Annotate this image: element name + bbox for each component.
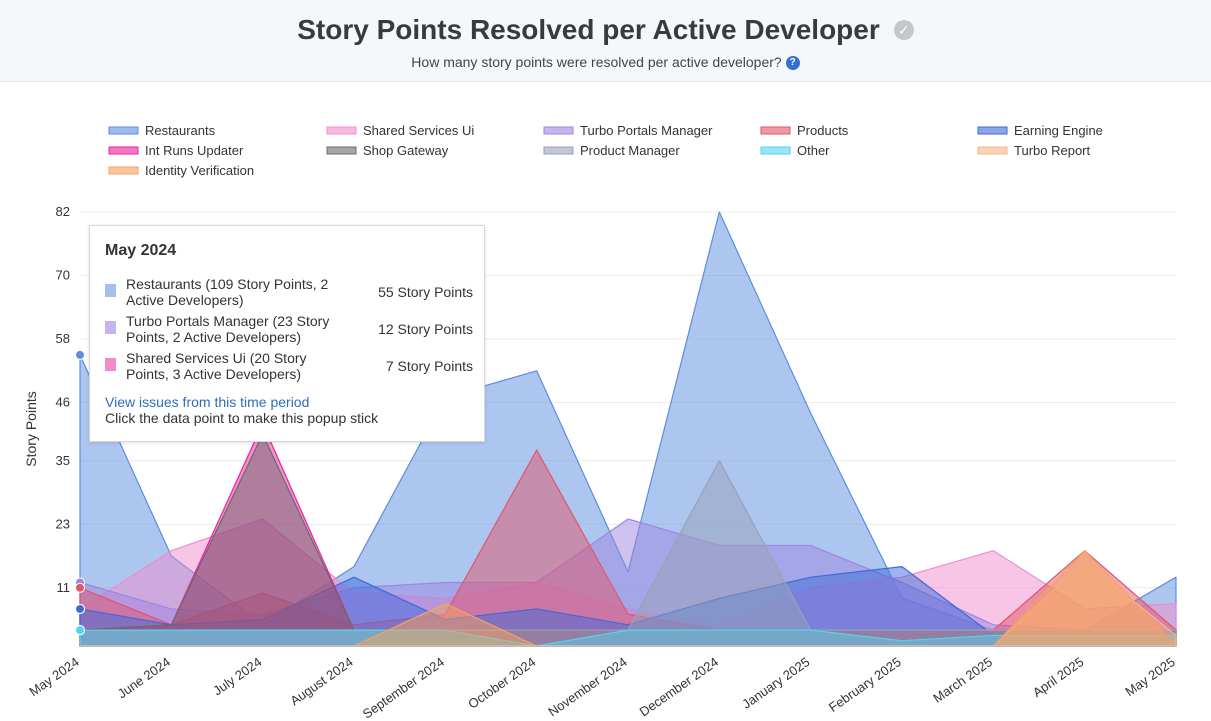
legend-label: Identity Verification: [145, 163, 254, 178]
legend: Restaurants Shared Services Ui Turbo Porta…: [108, 123, 1103, 178]
legend-swatch: [108, 146, 139, 155]
legend-label: Int Runs Updater: [145, 143, 244, 158]
y-tick-label: 23: [56, 516, 70, 531]
chart-header: Story Points Resolved per Active Develop…: [0, 0, 1211, 82]
x-tick-label: April 2025: [1030, 654, 1087, 700]
tooltip-row-value: 55 Story Points: [378, 284, 473, 300]
data-point: [75, 582, 85, 593]
y-tick-label: 58: [56, 331, 70, 346]
tooltip-popup: May 2024 Restaurants (109 Story Points, …: [89, 225, 485, 442]
hover-points: [75, 349, 85, 636]
data-point: [75, 625, 85, 636]
x-tick-label: August 2024: [287, 654, 355, 708]
area-chart: 11 23 35 46 58 70 82 May 2024 June 2024 July 202…: [23, 123, 1178, 721]
legend-label: Shop Gateway: [363, 143, 449, 158]
legend-swatch: [977, 146, 1008, 155]
x-tick-label: November 2024: [545, 654, 629, 719]
tooltip-row-label: Turbo Portals Manager (23 Story Points, …: [126, 313, 330, 345]
tooltip-note: Click the data point to make this popup …: [105, 410, 379, 426]
legend-label: Turbo Report: [1014, 143, 1090, 158]
legend-swatch: [108, 166, 139, 175]
tooltip-swatch: [105, 284, 116, 297]
x-tick-label: February 2025: [826, 654, 904, 715]
chart-title: Story Points Resolved per Active Develop…: [297, 14, 880, 45]
x-tick-label: October 2024: [465, 654, 538, 711]
data-point: [75, 349, 85, 360]
tooltip-swatch: [105, 321, 116, 334]
x-tick-label: June 2024: [115, 654, 173, 701]
legend-label: Other: [797, 143, 830, 158]
x-tick-label: July 2024: [210, 654, 264, 698]
tooltip-swatch: [105, 358, 116, 371]
title-row: Story Points Resolved per Active Develop…: [0, 14, 1211, 46]
legend-swatch: [108, 126, 139, 135]
help-icon[interactable]: ?: [785, 56, 800, 71]
legend-label: Products: [797, 123, 849, 138]
check-circle-icon: ✓: [893, 20, 914, 40]
legend-swatch: [977, 126, 1008, 135]
legend-swatch: [543, 146, 574, 155]
view-issues-link[interactable]: View issues from this time period: [105, 394, 310, 410]
chart-subtitle: How many story points were resolved per …: [411, 54, 782, 70]
series-areas: [79, 211, 1177, 647]
y-tick-label: 11: [57, 580, 71, 595]
x-tick-label: May 2024: [26, 654, 81, 699]
x-tick-label: January 2025: [739, 654, 812, 711]
subtitle-row: How many story points were resolved per …: [0, 54, 1211, 71]
legend-swatch: [543, 126, 574, 135]
legend-swatch: [326, 126, 357, 135]
tooltip-row-value: 7 Story Points: [385, 358, 473, 374]
x-tick-label: March 2025: [930, 654, 995, 706]
tooltip-row-label: Restaurants (109 Story Points, 2 Active …: [126, 276, 329, 308]
x-axis: May 2024 June 2024 July 2024 August 2024 Sep…: [26, 645, 1178, 721]
tooltip-row-value: 12 Story Points: [378, 321, 473, 337]
x-tick-label: September 2024: [360, 654, 447, 721]
tooltip-row-label: Shared Services Ui (20 Story Points, 3 A…: [126, 350, 307, 382]
data-point: [75, 603, 85, 614]
x-tick-label: May 2025: [1122, 654, 1177, 699]
legend-swatch: [760, 146, 791, 155]
legend-label: Shared Services Ui: [363, 123, 474, 138]
legend-swatch: [326, 146, 357, 155]
y-axis: 11 23 35 46 58 70 82: [56, 204, 70, 595]
legend-label: Earning Engine: [1014, 123, 1103, 138]
legend-label: Product Manager: [580, 143, 680, 158]
y-tick-label: 70: [56, 268, 70, 283]
x-tick-label: December 2024: [637, 654, 721, 719]
legend-label: Restaurants: [145, 123, 216, 138]
y-tick-label: 35: [56, 453, 70, 468]
tooltip-title: May 2024: [105, 242, 177, 259]
legend-label: Turbo Portals Manager: [580, 123, 713, 138]
y-tick-label: 46: [56, 395, 70, 410]
y-axis-label: Story Points: [23, 391, 39, 466]
y-tick-label: 82: [56, 204, 70, 219]
legend-swatch: [760, 126, 791, 135]
